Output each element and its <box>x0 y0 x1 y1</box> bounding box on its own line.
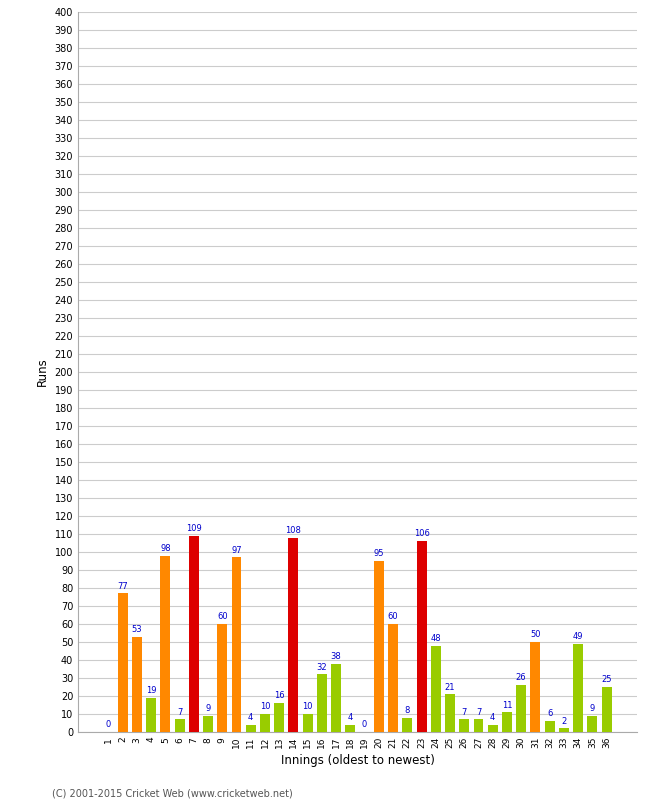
Bar <box>588 716 597 732</box>
Bar <box>161 555 170 732</box>
Text: 97: 97 <box>231 546 242 554</box>
Text: 0: 0 <box>362 720 367 730</box>
Text: 77: 77 <box>117 582 128 590</box>
Text: 10: 10 <box>260 702 270 711</box>
Text: 106: 106 <box>413 530 430 538</box>
Text: 108: 108 <box>285 526 302 535</box>
Text: 8: 8 <box>405 706 410 715</box>
Text: 10: 10 <box>302 702 313 711</box>
Bar <box>345 725 356 732</box>
Bar <box>602 687 612 732</box>
Bar <box>146 698 156 732</box>
Text: 60: 60 <box>388 612 398 622</box>
Text: 4: 4 <box>348 713 353 722</box>
Text: 7: 7 <box>462 708 467 717</box>
Text: 7: 7 <box>177 708 182 717</box>
Bar <box>231 558 242 732</box>
Bar <box>331 664 341 732</box>
Text: 9: 9 <box>590 704 595 713</box>
Bar <box>217 624 228 732</box>
Text: 49: 49 <box>573 632 584 641</box>
Bar <box>274 703 284 732</box>
Text: 26: 26 <box>516 674 526 682</box>
Text: 11: 11 <box>502 701 512 710</box>
Bar <box>303 714 313 732</box>
Text: 21: 21 <box>445 682 455 691</box>
Bar <box>118 594 127 732</box>
Bar <box>545 722 554 732</box>
Bar <box>374 561 384 732</box>
Bar <box>473 719 484 732</box>
Bar <box>431 646 441 732</box>
Bar <box>445 694 455 732</box>
Text: (C) 2001-2015 Cricket Web (www.cricketweb.net): (C) 2001-2015 Cricket Web (www.cricketwe… <box>52 788 292 798</box>
Text: 4: 4 <box>490 713 495 722</box>
Text: 7: 7 <box>476 708 481 717</box>
Text: 0: 0 <box>106 720 111 730</box>
Text: 38: 38 <box>331 652 341 661</box>
Text: 48: 48 <box>430 634 441 643</box>
Bar <box>488 725 498 732</box>
Text: 9: 9 <box>205 704 211 713</box>
Bar <box>402 718 412 732</box>
Text: 32: 32 <box>317 662 327 672</box>
Text: 19: 19 <box>146 686 157 695</box>
Bar <box>573 644 583 732</box>
Text: 50: 50 <box>530 630 541 639</box>
Bar <box>417 542 426 732</box>
Bar <box>188 536 199 732</box>
Bar <box>203 716 213 732</box>
Text: 95: 95 <box>374 550 384 558</box>
Text: 4: 4 <box>248 713 254 722</box>
Text: 98: 98 <box>160 544 171 553</box>
Text: 109: 109 <box>186 524 202 533</box>
Y-axis label: Runs: Runs <box>36 358 49 386</box>
Bar <box>132 637 142 732</box>
Text: 6: 6 <box>547 710 552 718</box>
Text: 16: 16 <box>274 691 285 701</box>
Bar <box>388 624 398 732</box>
Bar <box>175 719 185 732</box>
Bar <box>317 674 327 732</box>
Bar <box>559 729 569 732</box>
Text: 25: 25 <box>601 675 612 684</box>
Bar <box>530 642 540 732</box>
Bar <box>260 714 270 732</box>
Bar <box>502 712 512 732</box>
Text: 53: 53 <box>131 625 142 634</box>
X-axis label: Innings (oldest to newest): Innings (oldest to newest) <box>281 754 434 767</box>
Text: 2: 2 <box>562 717 567 726</box>
Bar <box>516 685 526 732</box>
Bar <box>289 538 298 732</box>
Bar <box>460 719 469 732</box>
Text: 60: 60 <box>217 612 228 622</box>
Bar <box>246 725 255 732</box>
